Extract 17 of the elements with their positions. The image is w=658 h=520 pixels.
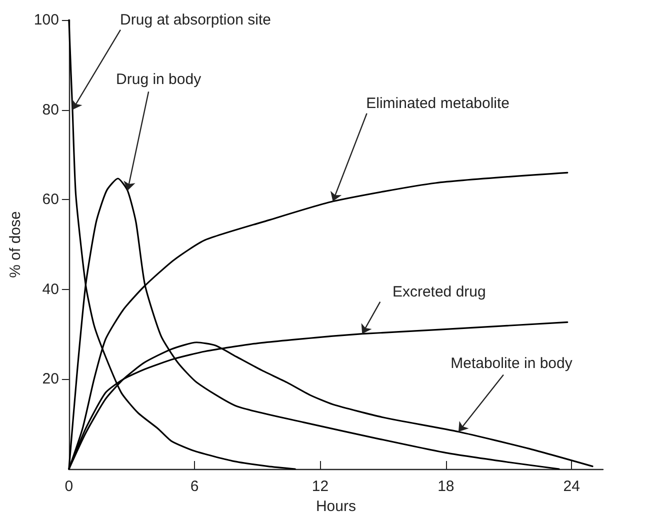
y-tick-label: 40 — [42, 280, 59, 298]
annotation: Drug at absorption site — [120, 11, 271, 28]
x-tick-label: 0 — [64, 478, 74, 495]
x-tick-label: 6 — [190, 478, 199, 495]
annotation: Metabolite in body — [450, 355, 573, 372]
y-tick-label: 100 — [34, 12, 59, 28]
y-tick-label: 60 — [42, 191, 59, 208]
x-tick-label: 18 — [438, 478, 454, 495]
annotation: Excreted drug — [392, 283, 486, 300]
x-tick-label: 12 — [312, 478, 329, 495]
x-tick-label: 24 — [563, 478, 580, 495]
y-axis-title: % of dose — [7, 211, 24, 278]
y-tick-label: 80 — [42, 101, 59, 118]
annotation: Drug in body — [116, 71, 202, 88]
x-axis-title: Hours — [316, 498, 356, 515]
y-tick-label: 20 — [42, 370, 59, 388]
annotation: Eliminated metabolite — [366, 94, 510, 112]
